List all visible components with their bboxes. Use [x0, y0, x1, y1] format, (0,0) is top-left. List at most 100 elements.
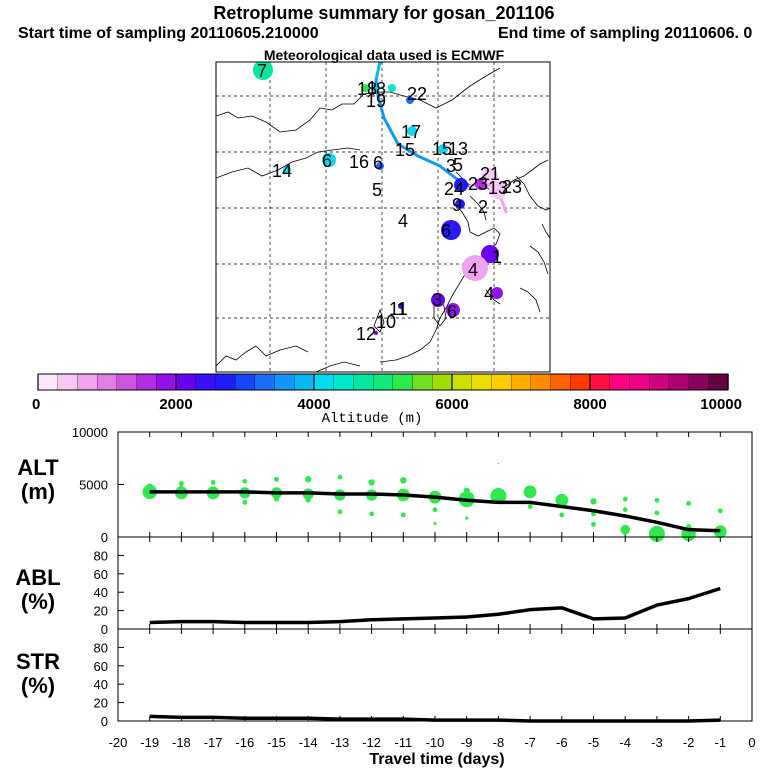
colorbar-cell	[589, 373, 611, 391]
colorbar-cell	[530, 373, 552, 391]
alt-point	[559, 512, 565, 518]
x-tick-label: -20	[109, 735, 128, 750]
colorbar-cell	[156, 373, 177, 391]
colorbar-cell	[412, 373, 433, 391]
map-label: 16	[349, 152, 369, 172]
alt-point	[622, 496, 628, 502]
y-tick-label: 5000	[79, 478, 108, 493]
x-axis: -20 -19 -18 -17 -16 -15 -14 -13 -12 -11 -10 -9 -8 -7-…	[109, 735, 756, 750]
colorbar-tick-label: 4000	[297, 396, 330, 413]
colorbar-axis-label: Altitude (m)	[322, 411, 423, 427]
map-label: 17	[401, 122, 421, 142]
alt-point	[337, 509, 343, 515]
series-line	[149, 714, 721, 723]
x-axis-label: Travel time (days)	[369, 751, 504, 768]
alt-point	[497, 462, 500, 465]
alt-point	[242, 499, 248, 505]
map-label: 18	[357, 79, 377, 99]
colorbar-cell	[392, 373, 414, 391]
map-label: 1	[397, 299, 407, 319]
alt-point	[147, 493, 153, 499]
map-label: 13	[448, 139, 468, 159]
x-tick-label: -12	[362, 735, 381, 750]
alt-point	[239, 487, 251, 499]
alt-point	[428, 490, 442, 504]
alt-point	[206, 486, 220, 500]
alt-point	[146, 483, 153, 490]
map-label: 6	[447, 302, 457, 322]
str-panel: 0 20 40 60 80	[94, 628, 753, 729]
colorbar-cell	[77, 373, 98, 391]
map-label: 24	[444, 179, 464, 199]
x-tick-label: -16	[235, 735, 254, 750]
series-line	[149, 586, 721, 625]
y-tick-label: 60	[94, 659, 108, 674]
alt-point	[681, 526, 696, 542]
plume-circles	[253, 62, 507, 335]
alt-point	[490, 488, 507, 505]
x-tick-label: -19	[140, 735, 159, 750]
coastline	[216, 67, 550, 372]
colorbar-cell	[510, 373, 532, 391]
colorbar-cell	[708, 373, 729, 391]
x-tick-label: -8	[493, 735, 505, 750]
alt-point	[620, 524, 630, 535]
y-tick-label: 80	[94, 548, 108, 563]
colorbar-cell	[57, 373, 79, 391]
colorbar-cell	[333, 373, 355, 391]
alt-point	[274, 496, 279, 502]
str-label-line1: STR	[16, 649, 60, 674]
map-label: 5	[372, 180, 382, 200]
map-label: 6	[441, 221, 451, 241]
colorbar-cell	[116, 373, 138, 391]
start-time-label: Start time of sampling 20110605.210000	[18, 25, 319, 42]
colorbar-cell	[372, 373, 394, 391]
colorbar-cell	[432, 373, 453, 391]
map-label: 8	[376, 79, 386, 99]
x-tick-label: -2	[683, 735, 695, 750]
str-label-line2: (%)	[20, 673, 56, 698]
colorbar-cell	[353, 373, 374, 391]
alt-point	[527, 504, 533, 509]
panel-frame	[117, 628, 753, 722]
y-tick-label: 40	[94, 585, 108, 600]
map-label: 3	[432, 290, 442, 310]
alt-point	[463, 487, 470, 494]
colorbar-tick-label: 6000	[435, 396, 468, 413]
map-label: 5	[453, 155, 463, 175]
panel-frame	[117, 536, 753, 630]
colorbar-cell	[313, 373, 335, 391]
map-label: 15	[432, 139, 452, 159]
x-tick-label: 0	[748, 735, 755, 750]
alt-panel: 0 5000 10000	[72, 425, 753, 545]
alt-point	[590, 498, 597, 505]
colorbar-cell	[471, 373, 493, 391]
colorbar-cell	[668, 373, 690, 391]
alt-point	[210, 494, 216, 500]
y-tick-label: 40	[94, 677, 108, 692]
map-label: 19	[366, 91, 386, 111]
colorbar-cell	[491, 373, 512, 391]
x-tick-label: -9	[461, 735, 473, 750]
page-title: Retroplume summary for gosan_201106	[213, 3, 555, 23]
alt-point	[400, 512, 406, 518]
map-label: 11	[389, 299, 408, 319]
alt-point	[433, 521, 437, 525]
str-panel-label: STR (%)	[3, 650, 73, 698]
map-label: 22	[407, 84, 427, 104]
alt-point	[369, 511, 374, 517]
alt-point	[465, 516, 469, 520]
colorbar-cell	[294, 373, 315, 391]
alt-point	[334, 489, 346, 501]
map-label: 13	[488, 178, 508, 198]
x-tick-label: -7	[524, 735, 536, 750]
alt-point	[686, 501, 691, 506]
alt-point	[432, 507, 438, 513]
alt-point	[242, 478, 248, 484]
map-label: 23	[502, 177, 522, 197]
map-label: 9	[452, 195, 462, 215]
alt-point	[523, 485, 537, 499]
alt-point	[305, 497, 311, 503]
panel-frame	[117, 431, 753, 538]
